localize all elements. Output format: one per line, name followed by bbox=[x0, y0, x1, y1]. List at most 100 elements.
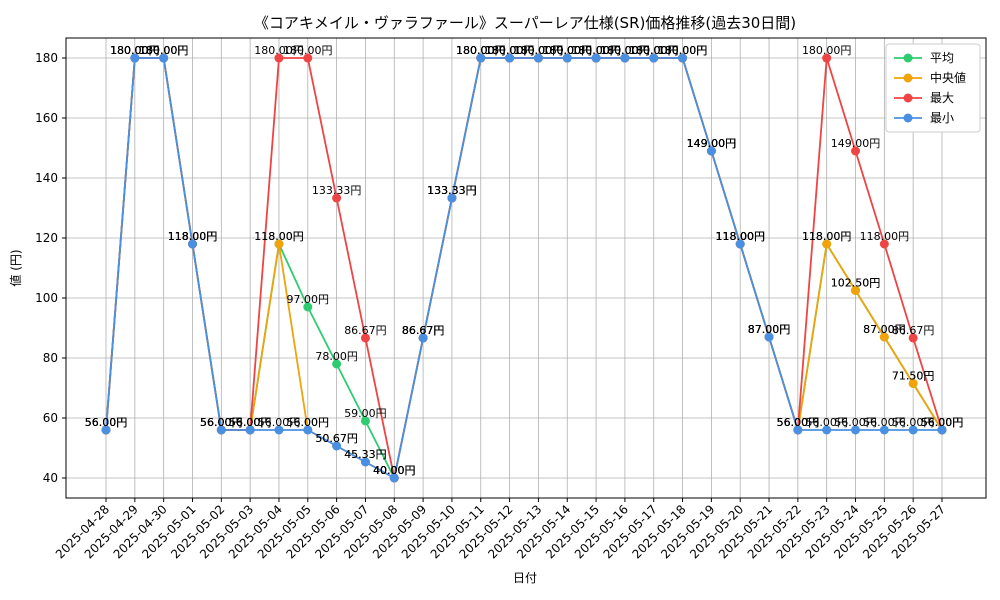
y-axis-label: 値 (円) bbox=[8, 249, 23, 286]
data-label: 118.00円 bbox=[715, 230, 765, 243]
data-label: 56.00円 bbox=[834, 416, 877, 429]
data-point bbox=[706, 146, 716, 156]
data-label: 56.00円 bbox=[85, 416, 128, 429]
data-label: 87.00円 bbox=[863, 323, 906, 336]
legend-marker bbox=[903, 113, 913, 123]
data-point bbox=[274, 53, 284, 63]
data-label: 133.33円 bbox=[427, 184, 477, 197]
data-label: 180.00円 bbox=[254, 44, 304, 57]
series-lines bbox=[101, 53, 947, 483]
data-point bbox=[764, 332, 774, 342]
data-label: 56.00円 bbox=[229, 416, 272, 429]
data-label: 180.00円 bbox=[110, 44, 160, 57]
data-point bbox=[476, 53, 486, 63]
data-label: 180.00円 bbox=[139, 44, 189, 57]
data-point bbox=[851, 146, 861, 156]
data-label: 180.00円 bbox=[456, 44, 506, 57]
data-label: 180.00円 bbox=[658, 44, 708, 57]
data-point bbox=[822, 53, 832, 63]
data-label: 56.00円 bbox=[892, 416, 935, 429]
data-label: 180.00円 bbox=[110, 44, 160, 57]
data-point bbox=[851, 285, 861, 295]
data-label: 180.00円 bbox=[658, 44, 708, 57]
data-label: 180.00円 bbox=[485, 44, 535, 57]
data-point bbox=[822, 425, 832, 435]
data-label: 180.00円 bbox=[571, 44, 621, 57]
data-label: 118.00円 bbox=[168, 230, 218, 243]
grid bbox=[66, 38, 986, 498]
data-label: 180.00円 bbox=[139, 44, 189, 57]
data-label: 56.00円 bbox=[200, 416, 243, 429]
data-label: 149.00円 bbox=[687, 137, 737, 150]
series-line bbox=[105, 57, 943, 481]
data-label: 180.00円 bbox=[485, 44, 535, 57]
data-label: 133.33円 bbox=[427, 184, 477, 197]
data-point bbox=[735, 239, 745, 249]
data-label: 149.00円 bbox=[687, 137, 737, 150]
data-point bbox=[303, 302, 313, 312]
y-tick-label: 60 bbox=[43, 411, 58, 425]
data-label: 56.00円 bbox=[287, 416, 330, 429]
data-point bbox=[937, 425, 947, 435]
data-point bbox=[678, 53, 688, 63]
data-label: 180.00円 bbox=[110, 44, 160, 57]
data-label: 118.00円 bbox=[715, 230, 765, 243]
data-label: 86.67円 bbox=[892, 324, 935, 337]
y-tick-label: 120 bbox=[35, 231, 58, 245]
data-label: 133.33円 bbox=[312, 184, 362, 197]
data-label: 50.67円 bbox=[315, 432, 358, 445]
data-point bbox=[332, 441, 342, 451]
data-label: 118.00円 bbox=[168, 230, 218, 243]
data-label: 118.00円 bbox=[715, 230, 765, 243]
data-label: 78.00円 bbox=[315, 350, 358, 363]
data-label: 180.00円 bbox=[600, 44, 650, 57]
data-point bbox=[187, 239, 197, 249]
y-tick-label: 140 bbox=[35, 171, 58, 185]
data-label: 118.00円 bbox=[168, 230, 218, 243]
data-label: 149.00円 bbox=[687, 137, 737, 150]
y-tick-label: 160 bbox=[35, 111, 58, 125]
data-label: 56.00円 bbox=[200, 416, 243, 429]
data-point bbox=[360, 457, 370, 467]
y-axis-ticks: 40 60 80 100 120 140 160 180 bbox=[35, 51, 66, 485]
legend-label: 中央値 bbox=[930, 70, 966, 85]
data-label: 180.00円 bbox=[485, 44, 535, 57]
data-label: 40.00円 bbox=[373, 464, 416, 477]
y-tick-label: 180 bbox=[35, 51, 58, 65]
data-label: 180.00円 bbox=[456, 44, 506, 57]
data-label: 102.50円 bbox=[831, 276, 881, 289]
data-label: 180.00円 bbox=[542, 44, 592, 57]
data-point bbox=[879, 425, 889, 435]
data-label: 45.33円 bbox=[344, 448, 387, 461]
data-label: 56.00円 bbox=[863, 416, 906, 429]
data-point bbox=[908, 425, 918, 435]
data-label: 180.00円 bbox=[600, 44, 650, 57]
data-label: 133.33円 bbox=[427, 184, 477, 197]
data-label: 180.00円 bbox=[802, 44, 852, 57]
series-line bbox=[105, 57, 942, 480]
data-point bbox=[418, 333, 428, 343]
data-label: 180.00円 bbox=[600, 44, 650, 57]
data-label: 56.00円 bbox=[921, 416, 964, 429]
data-point bbox=[649, 53, 659, 63]
data-label: 50.67円 bbox=[315, 432, 358, 445]
data-label: 180.00円 bbox=[600, 44, 650, 57]
legend-label: 平均 bbox=[930, 51, 954, 65]
data-label: 56.00円 bbox=[777, 416, 820, 429]
data-label: 56.00円 bbox=[921, 416, 964, 429]
data-point bbox=[332, 359, 342, 369]
data-label: 87.00円 bbox=[748, 323, 791, 336]
plot-frame bbox=[65, 37, 987, 499]
data-point bbox=[879, 332, 889, 342]
data-point bbox=[360, 333, 370, 343]
y-tick-label: 40 bbox=[43, 471, 58, 485]
data-label: 118.00円 bbox=[254, 230, 304, 243]
data-point bbox=[591, 53, 601, 63]
data-label: 118.00円 bbox=[802, 230, 852, 243]
data-label: 56.00円 bbox=[229, 416, 272, 429]
data-label: 56.00円 bbox=[287, 416, 330, 429]
data-label: 87.00円 bbox=[748, 323, 791, 336]
data-label: 118.00円 bbox=[860, 230, 910, 243]
data-label: 56.00円 bbox=[229, 416, 272, 429]
